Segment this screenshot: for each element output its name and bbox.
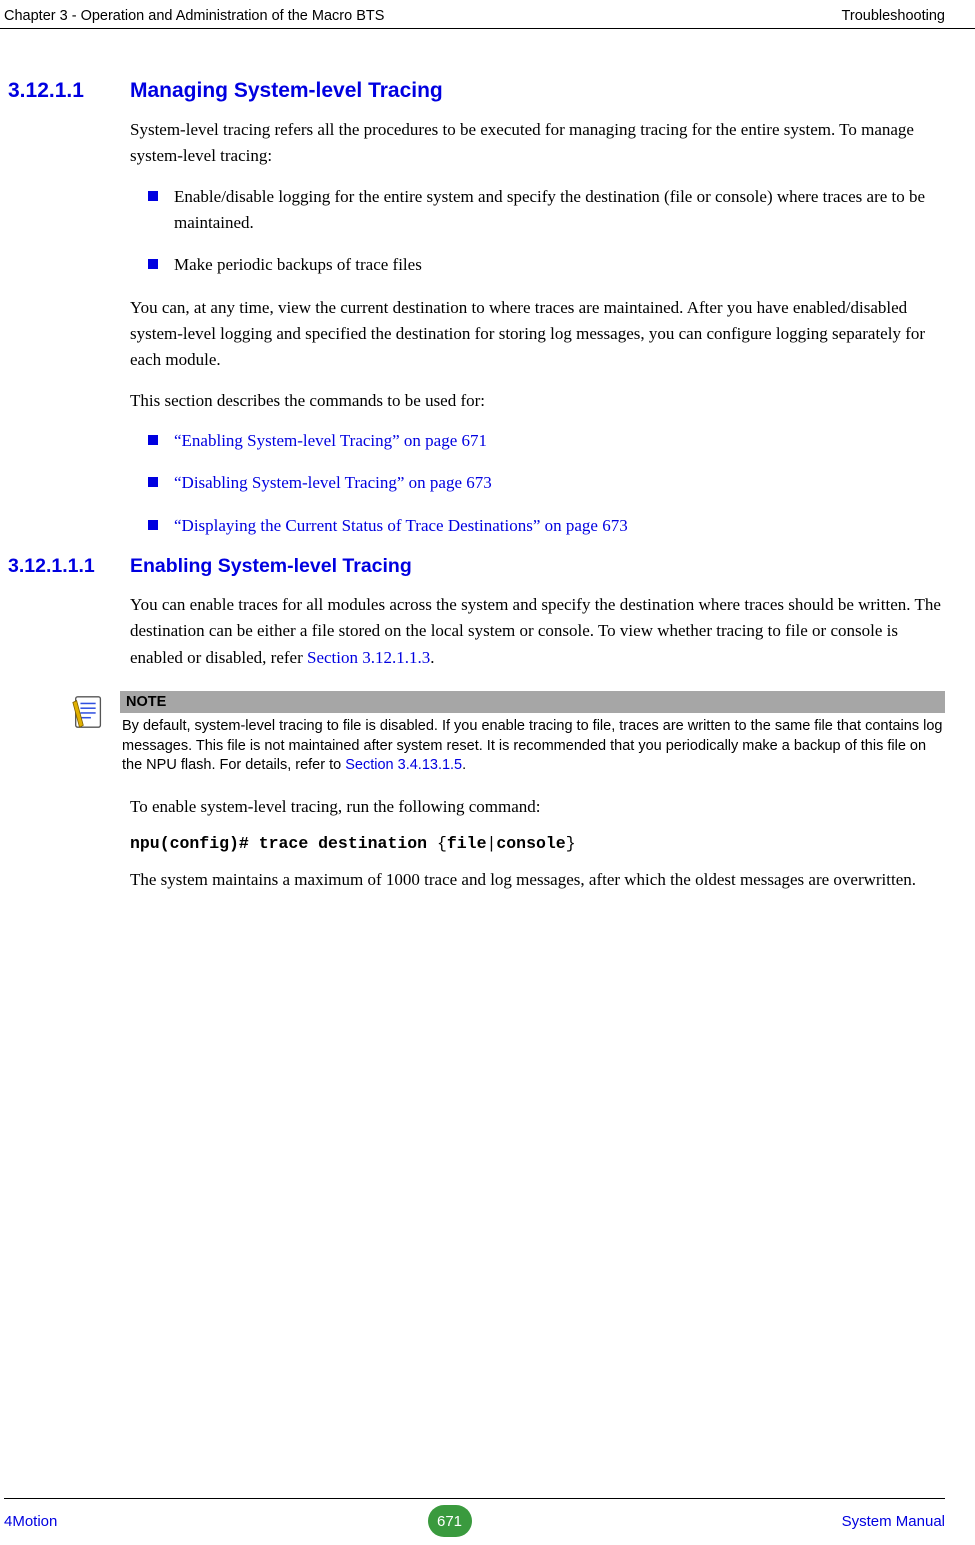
section-heading: 3.12.1.1 Managing System-level Tracing [8, 79, 945, 103]
list-item: Make periodic backups of trace files [148, 252, 945, 278]
square-bullet-icon [148, 477, 158, 487]
para: System-level tracing refers all the proc… [130, 117, 945, 170]
list-item: Enable/disable logging for the entire sy… [148, 184, 945, 237]
cmd-text: console [496, 834, 565, 853]
note-label: NOTE [120, 691, 945, 713]
note-icon [70, 691, 108, 736]
list-item: “Enabling System-level Tracing” on page … [148, 428, 945, 454]
xref-link[interactable]: “Disabling System-level Tracing” on page… [174, 470, 492, 496]
cmd-text: file [447, 834, 487, 853]
square-bullet-icon [148, 259, 158, 269]
footer-right: System Manual [842, 1513, 945, 1530]
footer-left: 4Motion [4, 1513, 57, 1530]
list-item: “Disabling System-level Tracing” on page… [148, 470, 945, 496]
text: By default, system-level tracing to file… [122, 718, 942, 773]
note-callout: NOTE By default, system-level tracing to… [70, 691, 945, 776]
para: You can, at any time, view the current d… [130, 295, 945, 374]
cmd-text: npu(config)# trace destination [130, 834, 437, 853]
section-body: System-level tracing refers all the proc… [130, 117, 945, 539]
para: You can enable traces for all modules ac… [130, 592, 945, 671]
note-text: By default, system-level tracing to file… [120, 713, 945, 776]
bullet-text: Make periodic backups of trace files [174, 252, 422, 278]
text: . [430, 648, 434, 667]
section-number: 3.12.1.1.1 [8, 555, 130, 578]
cmd-text: { [437, 834, 447, 853]
page-number-badge: 671 [428, 1505, 472, 1537]
text: You can enable traces for all modules ac… [130, 595, 941, 667]
square-bullet-icon [148, 191, 158, 201]
xref-link[interactable]: Section 3.4.13.1.5 [345, 757, 462, 773]
subsection-heading: 3.12.1.1.1 Enabling System-level Tracing [8, 555, 945, 578]
after-note-body: To enable system-level tracing, run the … [130, 794, 945, 894]
para: To enable system-level tracing, run the … [130, 794, 945, 820]
list-item: “Displaying the Current Status of Trace … [148, 513, 945, 539]
xref-link[interactable]: Section 3.12.1.1.3 [307, 648, 430, 667]
cmd-text: } [566, 834, 576, 853]
square-bullet-icon [148, 520, 158, 530]
page-content: 3.12.1.1 Managing System-level Tracing S… [0, 29, 975, 894]
cmd-text: | [486, 834, 496, 853]
note-body: NOTE By default, system-level tracing to… [120, 691, 945, 776]
command-line: npu(config)# trace destination {file|con… [130, 834, 945, 853]
section-number: 3.12.1.1 [8, 79, 130, 103]
subsection-body: You can enable traces for all modules ac… [130, 592, 945, 671]
header-right: Troubleshooting [842, 8, 945, 24]
page-footer: 4Motion 671 System Manual [4, 1498, 945, 1537]
header-left: Chapter 3 - Operation and Administration… [4, 8, 384, 24]
section-title: Managing System-level Tracing [130, 79, 443, 103]
bullet-text: Enable/disable logging for the entire sy… [174, 184, 945, 237]
xref-link[interactable]: “Displaying the Current Status of Trace … [174, 513, 628, 539]
xref-link[interactable]: “Enabling System-level Tracing” on page … [174, 428, 487, 454]
square-bullet-icon [148, 435, 158, 445]
para: This section describes the commands to b… [130, 388, 945, 414]
section-title: Enabling System-level Tracing [130, 555, 412, 578]
page-header: Chapter 3 - Operation and Administration… [0, 0, 975, 29]
para: The system maintains a maximum of 1000 t… [130, 867, 945, 893]
text: . [462, 757, 466, 773]
